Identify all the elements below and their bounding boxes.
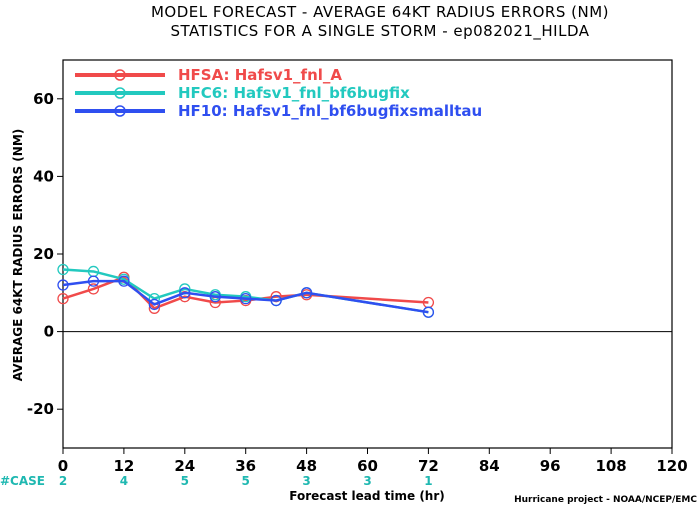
y-tick-label: 20	[33, 245, 54, 263]
x-tick-label: 36	[235, 457, 256, 475]
x-tick-label: 24	[174, 457, 195, 475]
case-count: 4	[120, 474, 128, 488]
case-count: 2	[59, 474, 67, 488]
case-count: 5	[181, 474, 189, 488]
legend-entry: HFSA: Hafsv1_fnl_A	[178, 66, 342, 84]
legend-marker	[114, 105, 126, 117]
x-tick-label: 60	[357, 457, 378, 475]
case-count: 5	[242, 474, 250, 488]
x-axis-label: Forecast lead time (hr)	[289, 489, 445, 503]
y-tick-label: 60	[33, 90, 54, 108]
data-point	[57, 263, 69, 276]
data-point	[422, 306, 435, 318]
legend-entry: HF10: Hafsv1_fnl_bf6bugfixsmalltau	[178, 102, 482, 120]
data-point	[57, 292, 69, 305]
legend-marker	[114, 69, 126, 81]
y-axis-label: AVERAGE 64KT RADIUS ERRORS (NM)	[11, 129, 25, 381]
credit-text: Hurricane project - NOAA/NCEP/EMC	[514, 495, 697, 505]
y-tick-label: -20	[27, 400, 54, 418]
x-tick-label: 12	[113, 457, 134, 475]
data-point	[300, 287, 313, 299]
data-point	[57, 279, 69, 291]
case-count: 1	[424, 474, 432, 488]
legend-marker	[114, 87, 126, 99]
data-point	[148, 298, 161, 311]
x-tick-label: 84	[479, 457, 500, 475]
chart-subtitle: STATISTICS FOR A SINGLE STORM - ep082021…	[170, 22, 589, 41]
series-layer	[57, 263, 435, 318]
x-tick-label: 0	[58, 457, 68, 475]
x-tick-label: 72	[418, 457, 439, 475]
y-tick-label: 0	[44, 323, 54, 341]
plot-area: 0 12 24 36 48 60 72 84 96 108 120 -20 0 20 40 60	[27, 59, 688, 475]
series-line	[62, 279, 429, 314]
x-tick-label: 96	[540, 457, 561, 475]
case-label: #CASE	[0, 474, 45, 488]
plot-frame	[62, 59, 673, 449]
y-tick-label: 40	[33, 167, 54, 185]
x-tick-label: 48	[296, 457, 317, 475]
x-tick-label: 108	[595, 457, 626, 475]
series-hf10	[57, 275, 435, 318]
data-point	[118, 275, 130, 287]
x-tick-label: 120	[656, 457, 687, 475]
data-point	[240, 292, 252, 305]
case-count: 3	[302, 474, 310, 488]
data-point	[270, 294, 282, 307]
data-point	[87, 275, 100, 287]
chart-title: MODEL FORECAST - AVERAGE 64KT RADIUS ERR…	[151, 3, 609, 21]
data-point	[179, 287, 191, 299]
legend-entry: HFC6: Hafsv1_fnl_bf6bugfix	[178, 84, 410, 102]
data-point	[87, 283, 100, 295]
case-count: 3	[363, 474, 371, 488]
case-counts: #CASE 2 4 5 5 3 3 1	[0, 474, 433, 488]
data-point	[209, 291, 221, 303]
